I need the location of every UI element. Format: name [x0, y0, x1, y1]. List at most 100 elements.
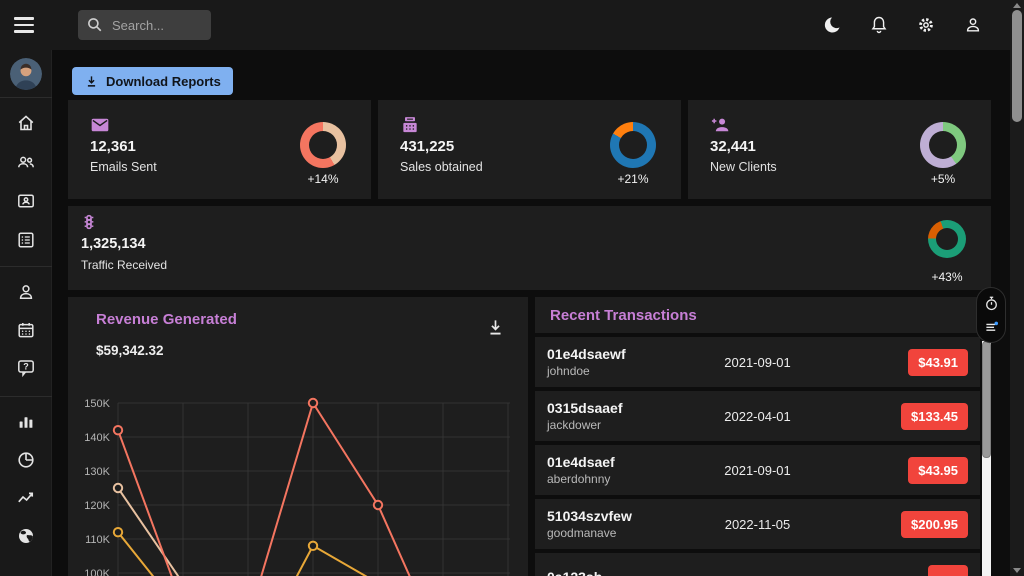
dark-mode-moon-icon[interactable] [821, 14, 843, 36]
stat-card-traffic-received: 1,325,134 Traffic Received +43% [68, 206, 991, 290]
sidebar-item-manage-team-icon[interactable] [13, 149, 39, 175]
progress-circle [928, 220, 966, 258]
stat-card-sales-obtained: 431,225 Sales obtained +21% [378, 100, 681, 199]
settings-gear-icon[interactable] [915, 14, 937, 36]
progress-circle [610, 122, 656, 168]
search-input[interactable] [110, 16, 203, 34]
stat-delta: +5% [930, 172, 956, 186]
traffic-icon [84, 214, 94, 230]
sidebar-item-invoices-icon[interactable] [13, 227, 39, 253]
stat-value: 32,441 [710, 138, 756, 155]
sidebar-item-dashboard-home-icon[interactable] [13, 110, 39, 136]
menu-icon[interactable] [14, 13, 38, 37]
download-icon [87, 75, 96, 87]
topbar [0, 0, 1010, 50]
progress-circle [300, 122, 346, 168]
transaction-amount-badge: $43.91 [908, 348, 968, 376]
person-add-icon [711, 118, 729, 132]
transaction-amount-badge [928, 564, 968, 576]
sidebar-item-bar-chart-icon[interactable] [13, 408, 39, 434]
stat-delta: +43% [931, 270, 963, 284]
download-reports-button[interactable]: Download Reports [72, 67, 233, 95]
revenue-line-chart: 100K 110K 120K 130K 140K 150K [84, 397, 510, 576]
sidebar-divider [0, 266, 52, 267]
stat-card-new-clients: 32,441 New Clients +5% [688, 100, 991, 199]
revenue-generated-panel: Revenue Generated $59,342.32 100K 110K 120… [68, 297, 528, 576]
avatar[interactable] [10, 58, 42, 90]
transaction-row: 01e4dsaef aberdohnny 2021-09-01 $43.95 [535, 445, 980, 495]
window-scrollbar-thumb[interactable] [1012, 10, 1022, 122]
person-icon[interactable] [962, 14, 984, 36]
sidebar-item-contacts-icon[interactable] [13, 188, 39, 214]
svg-text:130K: 130K [84, 466, 110, 478]
stat-label: Traffic Received [81, 258, 168, 272]
sidebar-item-geography-globe-icon[interactable] [13, 523, 39, 549]
email-icon [91, 118, 109, 132]
stat-delta: +14% [307, 172, 339, 186]
transactions-scrollbar-thumb[interactable] [982, 341, 991, 458]
transaction-row: 0a123sb [535, 553, 980, 576]
svg-text:100K: 100K [84, 568, 110, 576]
scrollbar-up-arrow-icon[interactable] [1013, 3, 1021, 8]
revenue-amount: $59,342.32 [96, 343, 164, 358]
notification-dot [993, 321, 998, 325]
transaction-id: 0315dsaaef [547, 400, 623, 416]
sidebar-item-line-chart-icon[interactable] [13, 485, 39, 511]
sidebar-item-faq-help-icon[interactable]: ? [13, 355, 39, 381]
sidebar: ? [0, 50, 52, 576]
svg-text:110K: 110K [85, 534, 111, 546]
floating-extension-pill [976, 287, 1006, 343]
stat-label: Sales obtained [400, 160, 483, 174]
transaction-user: aberdohnny [547, 472, 611, 486]
search-box[interactable] [78, 10, 211, 40]
window-scrollbar[interactable] [1010, 0, 1024, 576]
sidebar-item-pie-chart-icon[interactable] [13, 447, 39, 473]
notifications-bell-icon[interactable] [868, 14, 890, 36]
sidebar-item-profile-person-icon[interactable] [13, 279, 39, 305]
transactions-scrollbar[interactable] [982, 341, 991, 576]
transaction-id: 51034szvfew [547, 508, 632, 524]
svg-text:140K: 140K [84, 432, 110, 444]
stat-value: 1,325,134 [81, 236, 146, 252]
progress-circle [920, 122, 966, 168]
sidebar-item-calendar-icon[interactable] [13, 317, 39, 343]
list-settings-icon[interactable] [982, 318, 1000, 336]
transactions-title: Recent Transactions [535, 297, 992, 337]
download-reports-label: Download Reports [106, 73, 221, 89]
search-icon[interactable] [86, 16, 104, 34]
revenue-title: Revenue Generated [96, 311, 237, 328]
transaction-date: 2022-04-01 [724, 408, 791, 424]
sidebar-divider [0, 396, 52, 397]
sidebar-divider [0, 97, 52, 98]
stat-delta: +21% [617, 172, 649, 186]
transaction-date: 2021-09-01 [724, 462, 791, 478]
transaction-id: 01e4dsaewf [547, 346, 626, 362]
stopwatch-icon[interactable] [982, 294, 1000, 312]
stat-card-emails-sent: 12,361 Emails Sent +14% [68, 100, 371, 199]
stat-label: Emails Sent [90, 160, 157, 174]
svg-text:?: ? [23, 362, 29, 372]
transaction-amount-badge: $133.45 [901, 402, 968, 430]
transaction-amount-badge: $43.95 [908, 456, 968, 484]
transaction-row: 51034szvfew goodmanave 2022-11-05 $200.9… [535, 499, 980, 549]
svg-text:120K: 120K [84, 500, 110, 512]
recent-transactions-panel: Recent Transactions 01e4dsaewf johndoe 2… [535, 297, 992, 576]
transaction-user: johndoe [547, 364, 590, 378]
stat-value: 12,361 [90, 138, 136, 155]
stat-value: 431,225 [400, 138, 455, 155]
transaction-id: 0a123sb [547, 569, 699, 576]
topbar-actions [821, 0, 984, 50]
point-of-sale-icon [403, 117, 417, 133]
transaction-row: 01e4dsaewf johndoe 2021-09-01 $43.91 [535, 337, 980, 387]
transaction-amount-badge: $200.95 [901, 510, 968, 538]
stat-label: New Clients [710, 160, 777, 174]
svg-text:150K: 150K [84, 398, 110, 410]
transaction-user: jackdower [547, 418, 602, 432]
transaction-date: 2021-09-01 [724, 354, 791, 370]
transaction-row: 0315dsaaef jackdower 2022-04-01 $133.45 [535, 391, 980, 441]
transaction-id: 01e4dsaef [547, 454, 615, 470]
download-chart-icon[interactable] [484, 317, 506, 339]
transaction-user: goodmanave [547, 526, 617, 540]
transactions-list: 01e4dsaewf johndoe 2021-09-01 $43.91 031… [535, 337, 992, 576]
scrollbar-down-arrow-icon[interactable] [1013, 568, 1021, 573]
